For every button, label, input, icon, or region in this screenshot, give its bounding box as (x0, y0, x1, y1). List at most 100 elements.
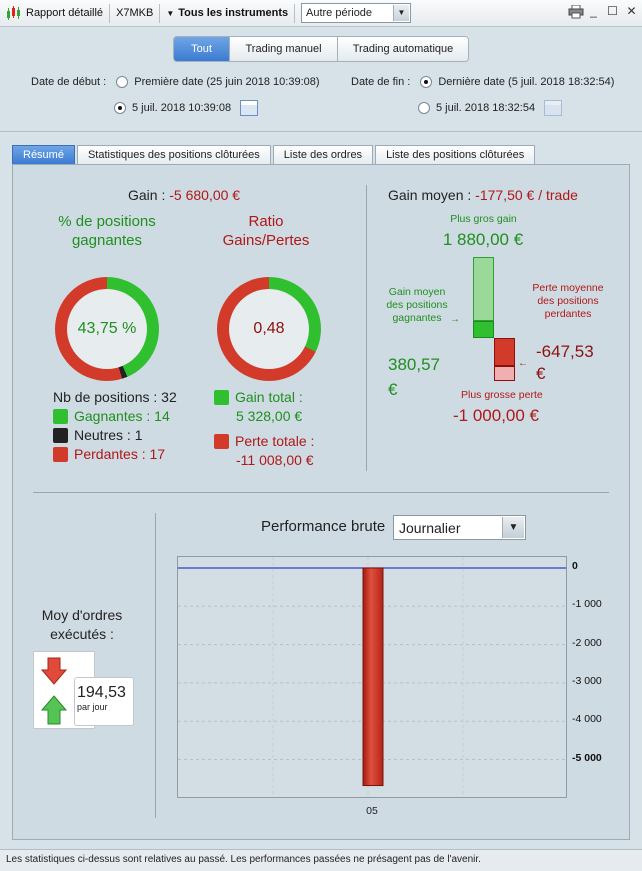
interval-value: Journalier (399, 520, 461, 536)
max-loss-label: Plus grosse perte (461, 389, 543, 401)
orders-unit: par jour (77, 702, 108, 712)
avg-loss-label: Perte moyenne des positions perdantes (532, 282, 604, 320)
toolbar: Rapport détaillé X7MKB ▼ Tous les instru… (0, 0, 642, 27)
start-first-radio[interactable] (116, 76, 129, 88)
vertical-divider (155, 513, 156, 818)
start-date-row: Date de début : Première date (25 juin 2… (31, 76, 320, 88)
max-gain-bar (473, 257, 494, 321)
period-select[interactable]: Autre période ▼ (301, 3, 411, 23)
average-gain-value: -177,50 € / trade (475, 187, 578, 203)
positions-legend: Nb de positions : 32 Gagnantes : 14 Neut… (53, 388, 177, 464)
red-square-icon (214, 434, 229, 449)
tab-resume[interactable]: Résumé (12, 145, 75, 164)
caret-down-icon: ▼ (166, 8, 175, 18)
performance-chart (177, 556, 567, 798)
ratio-value: 0,48 (229, 289, 309, 369)
report-button[interactable]: Rapport détaillé (0, 0, 109, 27)
ratio-title: Ratio Gains/Pertes (222, 213, 310, 249)
report-tabs: Résumé Statistiques des positions clôtur… (12, 145, 536, 164)
max-gain-label: Plus gros gain (450, 213, 517, 225)
red-square-icon (53, 447, 68, 462)
end-custom-value[interactable]: 5 juil. 2018 18:32:54 (436, 102, 536, 114)
totals-legend: Gain total : 5 328,00 € Perte totale : -… (214, 388, 314, 470)
legend-gagnantes: Gagnantes : 14 (53, 407, 177, 426)
toolbar-separator (109, 3, 111, 23)
max-loss-value: -1 000,00 € (453, 406, 540, 425)
trading-type-segmented: Tout Trading manuel Trading automatique (173, 36, 469, 62)
maximize-icon[interactable]: ☐ (607, 4, 618, 18)
perdantes-label: Perdantes : 17 (74, 446, 166, 462)
minimize-icon[interactable]: _ (590, 4, 597, 18)
legend-neutres: Neutres : 1 (53, 426, 177, 445)
end-last-option[interactable]: Dernière date (5 juil. 2018 18:32:54) (438, 76, 615, 88)
end-date-label: Date de fin : (351, 76, 411, 88)
start-date-label: Date de début : (31, 76, 107, 88)
performance-bar[interactable] (362, 567, 384, 787)
buy-sell-arrows-icon (40, 657, 68, 725)
disclaimer: Les statistiques ci-dessus sont relative… (0, 849, 642, 871)
gagnantes-label: Gagnantes : 14 (74, 408, 170, 424)
start-custom-radio[interactable] (114, 102, 126, 114)
y-tick-label: 0 (572, 560, 578, 572)
win-rate-title: % de positions gagnantes (58, 213, 156, 249)
y-tick-label: -4 000 (572, 713, 602, 726)
toolbar-separator (294, 3, 296, 23)
gain-value: -5 680,00 € (169, 187, 241, 203)
chevron-down-icon[interactable]: ▼ (393, 5, 409, 21)
nb-positions: Nb de positions : 32 (53, 389, 177, 405)
neutres-label: Neutres : 1 (74, 427, 143, 443)
tab-closed-positions-list[interactable]: Liste des positions clôturées (375, 145, 536, 164)
segment-automatique[interactable]: Trading automatique (338, 37, 468, 61)
chevron-down-icon[interactable]: ▼ (502, 517, 524, 538)
section-divider (33, 492, 609, 493)
max-loss-bar (494, 366, 515, 381)
calendar-icon[interactable] (240, 100, 259, 116)
close-icon[interactable]: ✕ (626, 4, 637, 18)
calendar-icon[interactable] (544, 100, 563, 116)
print-icon[interactable] (568, 4, 584, 19)
avg-loss-bar (494, 338, 515, 366)
end-custom-row: 5 juil. 2018 18:32:54 (418, 100, 563, 116)
end-custom-radio[interactable] (418, 102, 430, 114)
avg-win-label: Gain moyen des positions gagnantes (386, 286, 448, 324)
max-gain-value: 1 880,00 € (442, 230, 524, 249)
performance-title: Performance brute (261, 518, 386, 535)
account-label[interactable]: X7MKB (116, 7, 154, 19)
average-gain-label: Gain moyen : (388, 187, 472, 203)
start-first-option[interactable]: Première date (25 juin 2018 10:39:08) (134, 76, 320, 88)
vertical-divider (366, 185, 367, 471)
black-square-icon (53, 428, 68, 443)
interval-select[interactable]: Journalier ▼ (393, 515, 526, 540)
legend-perdantes: Perdantes : 17 (53, 445, 177, 464)
tab-stats-positions[interactable]: Statistiques des positions clôturées (76, 145, 271, 164)
win-rate-value: 43,75 % (67, 289, 147, 369)
avg-gain-bar (473, 321, 494, 338)
instruments-dropdown[interactable]: ▼ Tous les instruments (160, 0, 294, 27)
avg-loss-value: -647,53 € (536, 342, 594, 383)
divider (0, 131, 642, 132)
start-custom-value[interactable]: 5 juil. 2018 10:39:08 (132, 102, 232, 114)
gain-total-label: Gain total : (235, 389, 303, 405)
segment-tout[interactable]: Tout (174, 37, 230, 61)
x-tick-label: 05 (366, 805, 378, 817)
segment-manuel[interactable]: Trading manuel (230, 37, 338, 61)
y-tick-label: -1 000 (572, 598, 602, 611)
y-tick-label: -2 000 (572, 636, 602, 649)
period-value: Autre période (306, 7, 373, 19)
arrow-left-icon: ← (518, 358, 528, 369)
toolbar-separator (159, 3, 161, 23)
orders-title: Moy d'ordres exécutés : (41, 607, 123, 642)
end-last-radio[interactable] (420, 76, 433, 88)
y-tick-label: -3 000 (572, 674, 602, 687)
green-square-icon (53, 409, 68, 424)
report-label: Rapport détaillé (26, 7, 104, 19)
gain-label: Gain : (128, 187, 166, 203)
orders-per-day-box: 194,53 par jour (74, 677, 134, 726)
perte-totale-value: -11 008,00 € (236, 452, 314, 468)
avg-win-value: 380,57 € (388, 355, 440, 399)
chart-canvas (178, 557, 566, 797)
instruments-label: Tous les instruments (178, 7, 289, 19)
tab-orders-list[interactable]: Liste des ordres (272, 145, 374, 164)
y-tick-label: -5 000 (572, 751, 602, 764)
window-controls: _ ☐ ✕ (568, 4, 638, 19)
